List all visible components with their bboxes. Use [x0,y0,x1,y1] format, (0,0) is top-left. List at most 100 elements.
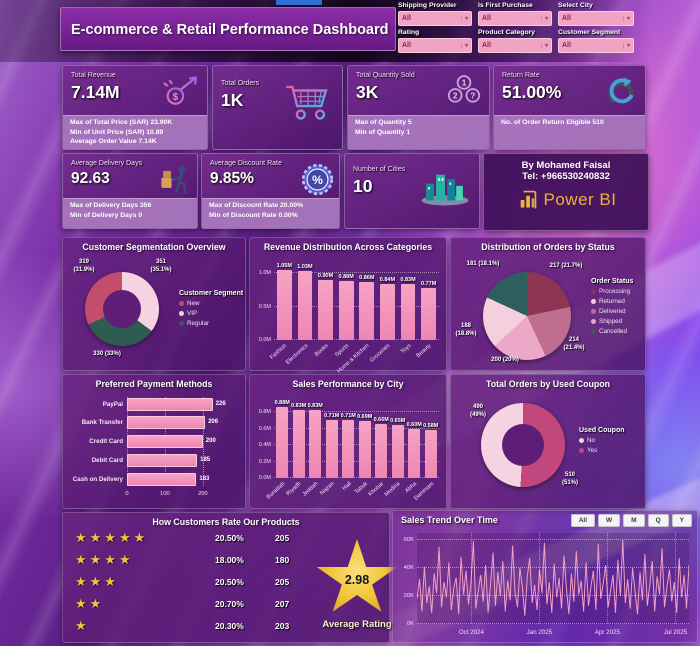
trend-range-button[interactable]: All [570,514,596,527]
category-label: Najran [319,481,336,497]
gridline [274,411,439,413]
legend-item[interactable]: Delivered [591,308,633,315]
category-label: Groceries [369,343,392,364]
bar[interactable] [380,283,395,340]
category-label: Electronics [284,343,309,366]
y-axis-label: 40K [403,565,414,571]
legend-item[interactable]: Yes [579,447,625,454]
slice-label: 510 (51%) [561,472,578,486]
donut-hole [102,289,142,329]
bar[interactable] [342,419,355,478]
bar-value-label: 0.60M [406,421,422,428]
payment-row: PayPal 226 [71,397,226,411]
total-revenue-card: Total Revenue 7.14M $ Max of Total Price… [62,65,208,150]
legend-item[interactable]: Returned [591,298,633,305]
kpi-title: Average Discount Rate [210,160,282,167]
bar[interactable] [292,409,305,478]
segment-legend: Customer Segment New VIP Regular [179,290,243,327]
kpi-detail-line: Min of Delivery Days 0 [70,211,143,219]
y-axis-label: 0.2M [258,458,271,465]
coupon-donut[interactable] [481,403,565,487]
x-axis-label: 0 [125,491,129,497]
trend-range-button[interactable]: W [598,514,621,527]
bar[interactable] [276,407,289,478]
bar[interactable] [127,435,203,448]
rating-row: ★★★★ 18.00% 180 [75,550,315,570]
kpi-detail-line: Min of Discount Rate 0.00% [209,211,298,219]
bar-slot: 0.86M [357,263,378,340]
legend-item[interactable]: VIP [179,310,243,317]
bar[interactable] [127,416,206,430]
bar-slot: 0.83M [291,400,308,478]
dropdown-value: All [402,15,411,22]
sales-trend-line[interactable] [416,533,690,624]
y-axis-label: 0.8M [258,409,271,416]
is-first-purchase-dropdown[interactable]: All ▾ [478,11,552,26]
chevron-down-icon: ▾ [460,42,468,49]
dropdown-value: All [562,42,571,49]
bar-value-label: 0.84M [379,276,396,283]
bar[interactable] [127,397,213,411]
kpi-value: 3K [356,82,379,102]
bar[interactable] [359,282,375,340]
kpi-value: 10 [353,176,373,196]
x-axis-label: 100 [160,491,170,497]
bar[interactable] [325,419,338,478]
bar-slot: 0.88M [336,263,357,340]
bar-track: 200 [127,435,221,448]
legend-item[interactable]: New [179,300,243,307]
bar[interactable] [424,430,437,478]
gridline [274,444,439,446]
avg-delivery-card: Average Delivery Days 92.63 Max of Deliv… [62,153,198,229]
bar[interactable] [297,271,313,340]
bar-track: 226 [127,397,226,411]
bar-value-label: 0.83M [307,402,323,409]
payment-label: Cash on Delivery [72,475,123,483]
category-label: Sports [334,343,351,359]
payment-row: Debit Card 185 [71,453,221,467]
trend-range-button[interactable]: Q [647,514,669,527]
segmentation-donut[interactable] [85,272,159,346]
filter-select-city: Select City All ▾ [558,2,634,26]
payment-methods-panel: Preferred Payment Methods 0 100 200 PayPal 2… [62,374,246,509]
orders-by-status-panel: Distribution of Orders by Status 217 (21… [450,237,646,371]
bar[interactable] [127,453,198,467]
bar[interactable] [318,279,333,340]
trend-range-button[interactable]: M [623,514,645,527]
category-label: Beauty [415,343,433,360]
bar-value-label: 200 [205,438,216,444]
bar[interactable] [309,409,322,478]
legend-item[interactable]: Regular [179,320,243,327]
bar[interactable] [400,284,416,340]
shipping-provider-dropdown[interactable]: All ▾ [398,11,472,26]
bar[interactable] [391,424,404,478]
legend-item[interactable]: Cancelled [591,328,633,335]
select-city-dropdown[interactable]: All ▾ [558,11,634,26]
customer-segment-dropdown[interactable]: All ▾ [558,38,634,53]
legend-item[interactable]: Shipped [591,318,633,325]
bar[interactable] [421,288,437,340]
product-category-dropdown[interactable]: All ▾ [478,38,552,53]
bar[interactable] [338,281,354,340]
bar[interactable] [276,270,292,340]
gridline [539,533,541,624]
average-rating-label: Average Rating [322,619,392,630]
legend-item[interactable]: Processing [591,288,633,295]
bar[interactable] [358,421,371,478]
status-pie[interactable] [483,272,571,360]
bar[interactable] [375,423,388,478]
gridline [417,567,689,568]
chart-plot: 0.88M 0.83M 0.83M 0.71M 0.71M 0.69M 0.66M 0.65M… [274,400,439,478]
legend-marker [179,301,184,306]
bar-slot: 0.71M [340,400,357,478]
trend-range-button[interactable]: Y [671,514,692,527]
y-axis-label: 60K [403,537,414,543]
bar[interactable] [408,428,421,478]
kpi-title: Total Orders [221,80,260,87]
dropdown-value: All [402,42,411,49]
rating-dropdown[interactable]: All ▾ [398,38,472,53]
legend-item[interactable]: No [579,437,625,444]
bar-track: 185 [127,453,221,467]
bar[interactable] [127,472,197,486]
payment-label: Debit Card [91,456,123,464]
